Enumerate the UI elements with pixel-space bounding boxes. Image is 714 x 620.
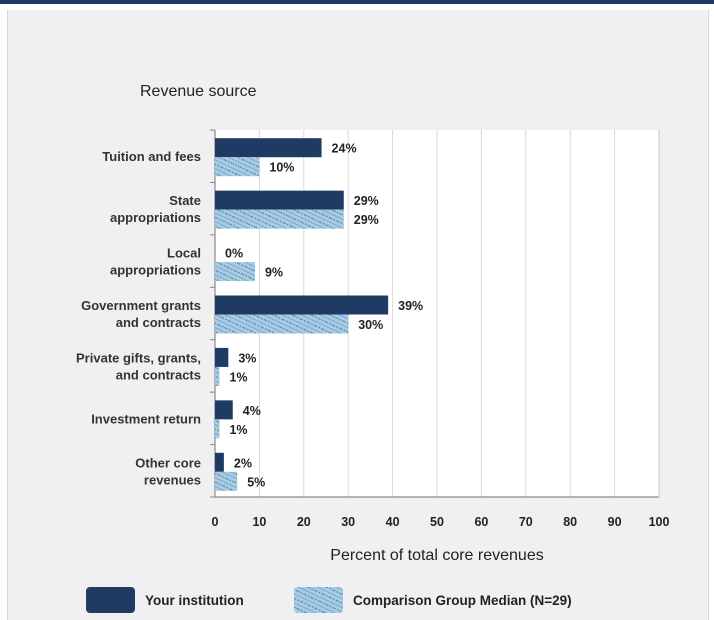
data-label: 29% <box>354 194 379 208</box>
data-label: 24% <box>332 142 357 156</box>
data-label: 9% <box>265 266 283 280</box>
bar-comparison-median <box>215 366 220 386</box>
bar-your-institution <box>215 400 233 420</box>
category-label: Investment return <box>91 411 201 426</box>
x-tick-label: 50 <box>430 515 444 529</box>
x-tick-label: 70 <box>519 515 533 529</box>
bar-comparison-median <box>215 262 255 282</box>
category-label: Government grants and contracts <box>81 298 201 330</box>
bar-your-institution <box>215 452 224 472</box>
category-label: Private gifts, grants, and contracts <box>76 350 201 382</box>
data-label: 10% <box>269 161 294 175</box>
x-tick-label: 100 <box>649 515 670 529</box>
chart-title: Revenue source <box>140 83 257 100</box>
bar-your-institution <box>215 138 322 158</box>
data-label: 1% <box>229 423 247 437</box>
top-bar <box>0 0 714 4</box>
data-label: 5% <box>247 475 265 489</box>
bar-comparison-median <box>215 209 344 229</box>
x-tick-label: 20 <box>297 515 311 529</box>
data-label: 30% <box>358 318 383 332</box>
category-label: Local appropriations <box>110 246 201 278</box>
data-label: 2% <box>234 456 252 470</box>
data-label: 29% <box>354 213 379 227</box>
x-tick-label: 40 <box>386 515 400 529</box>
data-label: 0% <box>225 247 243 261</box>
bar-your-institution <box>215 295 389 315</box>
x-tick-label: 30 <box>341 515 355 529</box>
category-label: Other core revenues <box>135 455 201 487</box>
category-label: State appropriations <box>110 193 201 225</box>
bar-comparison-median <box>215 419 220 439</box>
data-label: 3% <box>238 351 256 365</box>
bar-your-institution <box>215 190 344 210</box>
data-label: 1% <box>229 370 247 384</box>
x-tick-label: 0 <box>212 515 219 529</box>
x-tick-label: 80 <box>563 515 577 529</box>
x-axis-title: Percent of total core revenues <box>330 547 543 564</box>
category-label: Tuition and fees <box>102 149 201 164</box>
x-tick-label: 60 <box>474 515 488 529</box>
legend-swatch-comparison-median <box>294 587 343 613</box>
bar-comparison-median <box>215 471 238 491</box>
data-label: 39% <box>398 299 423 313</box>
x-tick-label: 10 <box>252 515 266 529</box>
bar-your-institution <box>215 347 229 367</box>
legend-swatch-your-institution <box>86 587 135 613</box>
data-label: 4% <box>243 404 261 418</box>
bar-comparison-median <box>215 157 260 177</box>
bar-comparison-median <box>215 314 349 334</box>
x-tick-label: 90 <box>608 515 622 529</box>
legend-label-comparison-median: Comparison Group Median (N=29) <box>353 593 572 608</box>
legend-label-your-institution: Your institution <box>145 593 244 608</box>
